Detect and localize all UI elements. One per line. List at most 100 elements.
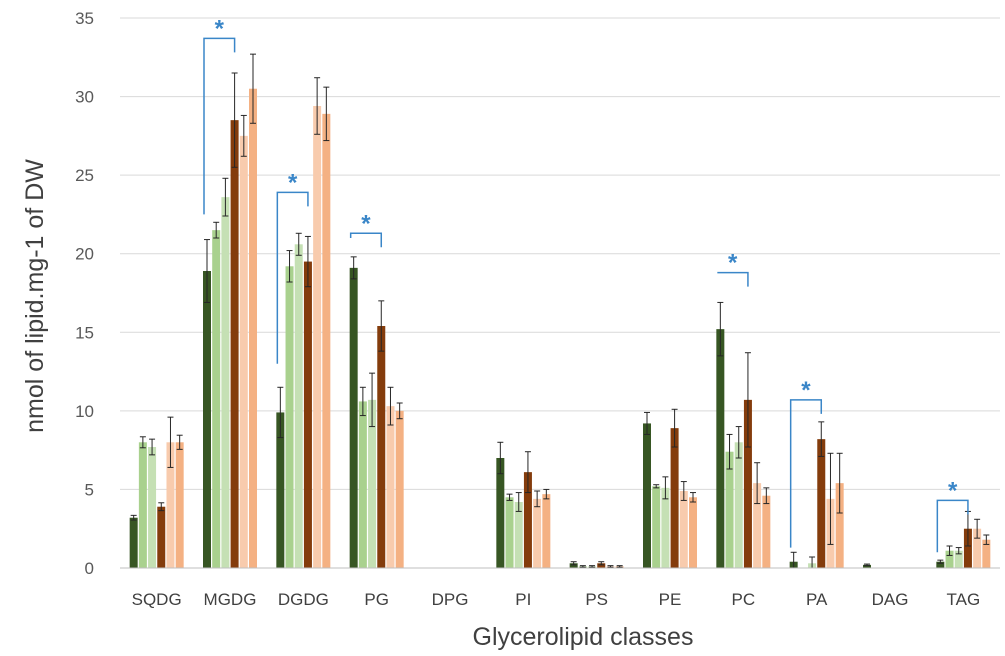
x-tick-label: PI xyxy=(515,590,531,609)
error-bar xyxy=(304,235,311,288)
x-tick-label: SQDG xyxy=(132,590,182,609)
significance-bracket xyxy=(789,399,823,548)
error-bar xyxy=(955,547,962,555)
error-bar xyxy=(149,438,156,456)
bar xyxy=(496,458,505,568)
significance-star: * xyxy=(948,477,958,504)
error-bar xyxy=(515,492,522,512)
y-tick-label: 15 xyxy=(75,323,94,342)
bar xyxy=(221,197,230,568)
bar xyxy=(753,483,762,568)
y-tick-label: 5 xyxy=(85,480,94,499)
significance-star: * xyxy=(801,377,811,404)
error-bar xyxy=(735,426,742,459)
error-bar xyxy=(726,433,733,470)
error-bar xyxy=(983,534,990,545)
x-axis: SQDG MGDG DGDG PG DPG PI PS PE PC PA DAG TAG xyxy=(120,567,1000,609)
x-axis-title: Glycerolipid classes xyxy=(473,623,694,651)
error-bar xyxy=(497,441,504,475)
bar xyxy=(294,244,303,569)
error-bar xyxy=(653,484,660,489)
error-bar xyxy=(744,352,751,448)
error-bar xyxy=(240,114,247,157)
error-bar xyxy=(579,565,586,568)
error-bar xyxy=(570,561,577,566)
bar xyxy=(734,442,743,568)
significance-star: * xyxy=(361,210,371,237)
bar xyxy=(817,439,826,568)
error-bar xyxy=(543,488,550,500)
y-tick-label: 20 xyxy=(75,245,94,264)
bar xyxy=(725,451,734,568)
error-bar xyxy=(506,493,513,501)
bar xyxy=(505,497,514,568)
error-bar xyxy=(350,256,357,280)
error-bar xyxy=(139,436,146,449)
y-tick-label: 35 xyxy=(75,9,94,28)
significance-bracket xyxy=(717,271,749,287)
error-bar xyxy=(644,411,650,435)
error-bar xyxy=(836,452,843,514)
y-tick-label: 25 xyxy=(75,166,94,185)
bar xyxy=(322,113,331,568)
error-bar xyxy=(231,72,238,168)
bar xyxy=(982,539,991,568)
x-tick-label: DGDG xyxy=(278,590,329,609)
significance-star: * xyxy=(288,169,298,196)
y-axis-title: nmol of lipid.mg-1 of DW xyxy=(21,159,49,433)
x-tick-label: PC xyxy=(732,590,756,609)
bars xyxy=(129,88,991,569)
error-bar xyxy=(295,232,302,256)
x-tick-label: DPG xyxy=(432,590,469,609)
error-bar xyxy=(763,487,770,505)
significance-star: * xyxy=(728,250,738,277)
bar xyxy=(679,491,688,568)
error-bar xyxy=(818,421,825,457)
y-tick-labels: 0 5 10 15 20 25 30 35 xyxy=(75,9,94,578)
bar xyxy=(954,550,963,568)
bar xyxy=(542,494,551,568)
error-bar xyxy=(864,563,870,567)
bar xyxy=(276,412,285,568)
bar xyxy=(230,120,239,569)
x-tick-label: PG xyxy=(364,590,389,609)
error-bar xyxy=(754,462,761,505)
significance-bracket xyxy=(203,37,236,215)
error-bar xyxy=(213,221,220,239)
x-tick-label: PS xyxy=(585,590,608,609)
error-bar xyxy=(662,476,669,500)
bar xyxy=(835,483,844,568)
bar xyxy=(963,528,972,568)
bar xyxy=(166,442,175,568)
error-bar xyxy=(671,408,678,448)
error-bar xyxy=(607,565,614,568)
bar xyxy=(395,410,404,568)
error-bar xyxy=(167,416,174,468)
bar xyxy=(358,401,367,568)
bar xyxy=(569,563,578,568)
error-bar xyxy=(277,386,284,439)
bar xyxy=(239,135,248,568)
bar xyxy=(313,106,322,568)
bar xyxy=(762,495,771,568)
error-bars xyxy=(130,53,990,569)
error-bar xyxy=(680,481,687,501)
bar xyxy=(643,423,651,568)
bar xyxy=(689,497,697,568)
error-bar xyxy=(717,301,724,357)
error-bar xyxy=(314,77,321,135)
bar xyxy=(670,428,679,568)
error-bar xyxy=(616,565,623,568)
error-bar xyxy=(286,250,293,283)
bar xyxy=(743,399,752,568)
y-tick-label: 0 xyxy=(85,559,94,578)
bar xyxy=(523,472,532,568)
y-tick-label: 30 xyxy=(75,88,94,107)
error-bar xyxy=(378,300,385,352)
significance-markers: * * * * * * xyxy=(203,15,969,553)
bar xyxy=(157,506,166,568)
x-tick-label: PE xyxy=(659,590,682,609)
significance-star: * xyxy=(215,15,225,42)
bar xyxy=(349,267,358,568)
